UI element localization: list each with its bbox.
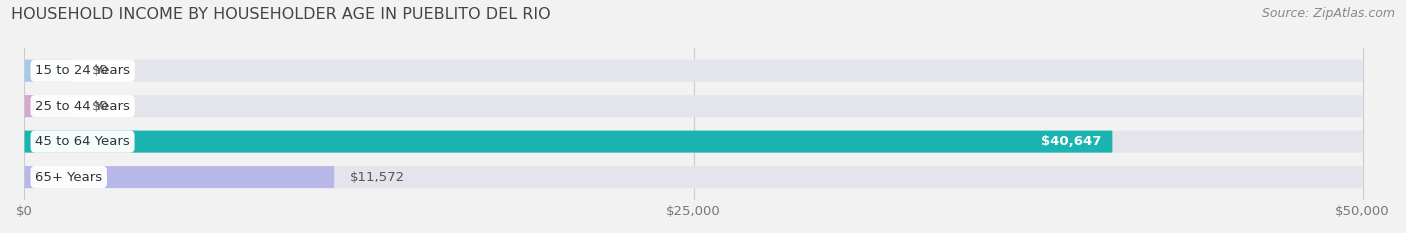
FancyBboxPatch shape xyxy=(24,166,335,188)
FancyBboxPatch shape xyxy=(24,166,1362,188)
Text: 25 to 44 Years: 25 to 44 Years xyxy=(35,100,129,113)
Text: 15 to 24 Years: 15 to 24 Years xyxy=(35,64,131,77)
Text: $0: $0 xyxy=(91,100,108,113)
Text: 65+ Years: 65+ Years xyxy=(35,171,103,184)
Text: $40,647: $40,647 xyxy=(1042,135,1102,148)
FancyBboxPatch shape xyxy=(24,95,1362,117)
FancyBboxPatch shape xyxy=(24,131,1112,153)
Text: $11,572: $11,572 xyxy=(350,171,405,184)
Text: $0: $0 xyxy=(91,64,108,77)
FancyBboxPatch shape xyxy=(24,60,73,82)
FancyBboxPatch shape xyxy=(24,131,1362,153)
Text: Source: ZipAtlas.com: Source: ZipAtlas.com xyxy=(1261,7,1395,20)
FancyBboxPatch shape xyxy=(24,95,73,117)
FancyBboxPatch shape xyxy=(24,60,1362,82)
Text: 45 to 64 Years: 45 to 64 Years xyxy=(35,135,129,148)
Text: HOUSEHOLD INCOME BY HOUSEHOLDER AGE IN PUEBLITO DEL RIO: HOUSEHOLD INCOME BY HOUSEHOLDER AGE IN P… xyxy=(11,7,551,22)
